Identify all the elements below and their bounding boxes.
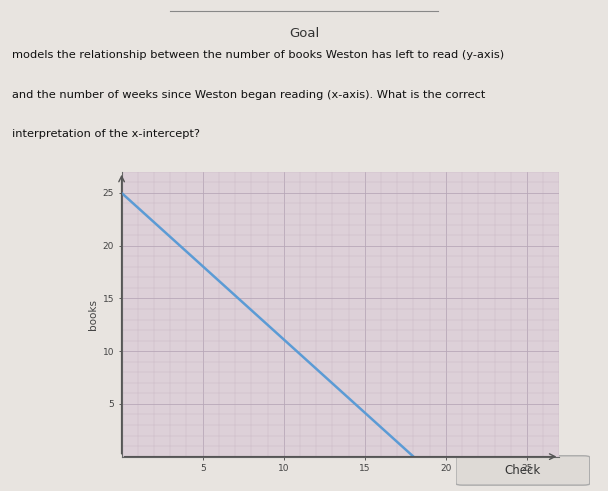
Text: Check: Check	[505, 464, 541, 477]
Text: models the relationship between the number of books Weston has left to read (y-a: models the relationship between the numb…	[12, 51, 504, 60]
Text: and the number of weeks since Weston began reading (x-axis). What is the correct: and the number of weeks since Weston beg…	[12, 90, 485, 100]
Y-axis label: books: books	[88, 299, 98, 330]
Text: Goal: Goal	[289, 27, 319, 40]
FancyBboxPatch shape	[456, 456, 590, 485]
Text: interpretation of the x-intercept?: interpretation of the x-intercept?	[12, 129, 200, 139]
